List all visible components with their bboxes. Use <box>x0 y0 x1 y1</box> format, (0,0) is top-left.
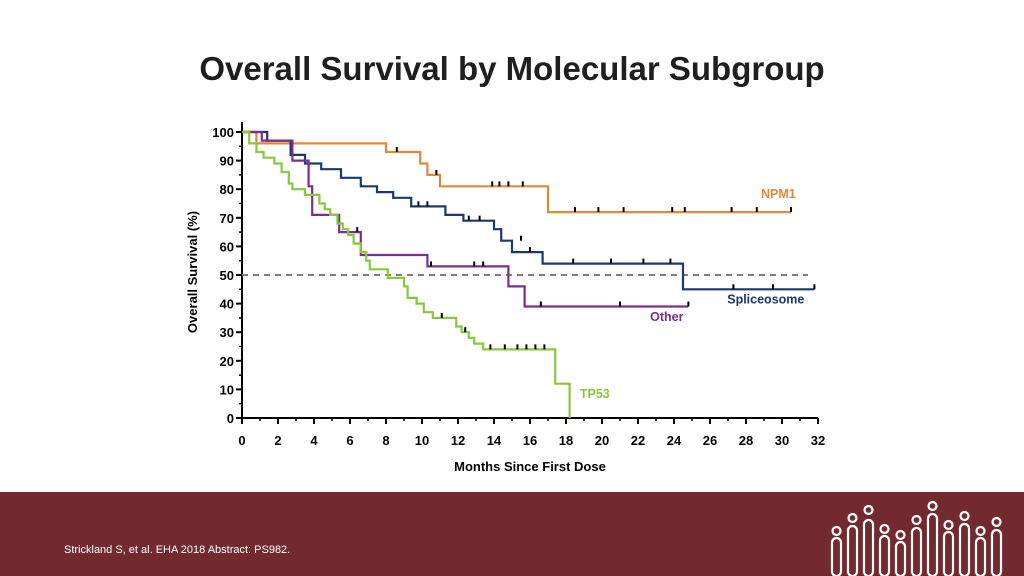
y-tick-label: 80 <box>220 182 234 197</box>
y-tick-label: 70 <box>220 211 234 226</box>
x-tick-label: 18 <box>559 433 573 448</box>
y-tick-label: 20 <box>220 354 234 369</box>
y-axis-label: Overall Survival (%) <box>185 211 200 333</box>
y-tick-label: 30 <box>220 325 234 340</box>
y-tick-label: 50 <box>220 268 234 283</box>
x-tick-label: 30 <box>775 433 789 448</box>
x-tick-label: 16 <box>523 433 537 448</box>
y-tick-label: 60 <box>220 239 234 254</box>
x-tick-label: 28 <box>739 433 753 448</box>
slide-title: Overall Survival by Molecular Subgroup <box>199 50 825 87</box>
x-tick-label: 0 <box>238 433 245 448</box>
y-tick-label: 40 <box>220 297 234 312</box>
x-tick-label: 6 <box>346 433 353 448</box>
series-labels: NPM1 Spliceosome Other TP53 <box>580 187 805 401</box>
x-tick-label: 10 <box>415 433 429 448</box>
x-tick-label: 2 <box>274 433 281 448</box>
x-tick-label: 24 <box>667 433 682 448</box>
survival-curves <box>242 130 816 418</box>
x-tick-label: 14 <box>487 433 502 448</box>
x-tick-label: 20 <box>595 433 609 448</box>
y-tick-label: 100 <box>212 125 234 140</box>
x-tick-label: 4 <box>310 433 318 448</box>
series-label-spliceosome: Spliceosome <box>727 293 804 307</box>
x-tick-label: 12 <box>451 433 465 448</box>
series-line-npm1 <box>242 130 791 214</box>
y-tick-label: 90 <box>220 154 234 169</box>
series-line-spliceosome <box>242 130 815 291</box>
series-line-other <box>242 130 689 308</box>
series-label-npm1: NPM1 <box>761 187 796 201</box>
bars-and-circles-logo-icon <box>830 500 1003 576</box>
series-label-other: Other <box>650 310 683 324</box>
series-label-tp53: TP53 <box>580 387 610 401</box>
x-tick-label: 26 <box>703 433 717 448</box>
series-line-tp53 <box>242 130 571 418</box>
x-tick-label: 22 <box>631 433 645 448</box>
x-tick-label: 8 <box>382 433 389 448</box>
y-tick-label: 10 <box>220 382 234 397</box>
x-tick-label: 32 <box>811 433 825 448</box>
citation: Strickland S, et al. EHA 2018 Abstract: … <box>64 544 291 556</box>
y-tick-label: 0 <box>227 411 234 426</box>
footer-bar: Strickland S, et al. EHA 2018 Abstract: … <box>0 492 1024 576</box>
x-axis-label: Months Since First Dose <box>454 459 606 474</box>
